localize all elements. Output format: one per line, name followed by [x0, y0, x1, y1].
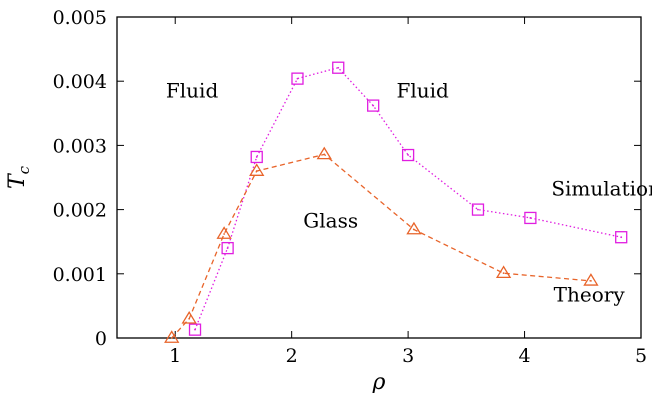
data-point-center: [323, 153, 326, 156]
x-tick-label: 5: [635, 345, 647, 367]
data-point-center: [296, 77, 299, 80]
data-point-center: [372, 104, 375, 107]
y-tick-label: 0.001: [53, 264, 107, 286]
data-point-square: [615, 231, 628, 244]
data-point-triangle: [216, 226, 232, 239]
data-point-square: [188, 323, 202, 336]
data-point-triangle: [181, 310, 197, 324]
y-axis-label-subscript: c: [15, 165, 33, 174]
y-tick-label: 0.004: [53, 71, 107, 93]
series-theory: [164, 146, 599, 343]
x-tick-label: 4: [519, 345, 531, 367]
x-tick-label: 2: [286, 345, 298, 367]
data-point-center: [194, 328, 196, 331]
data-point-center: [255, 156, 258, 158]
y-tick-label: 0.002: [53, 200, 107, 222]
y-tick-label: 0.005: [53, 7, 107, 29]
data-point-square: [401, 148, 415, 162]
data-point-center: [413, 228, 415, 231]
data-point-square: [221, 241, 234, 255]
region-label-fluid: Fluid: [396, 78, 449, 102]
data-point-center: [170, 337, 173, 339]
x-axis-label: ρ: [372, 370, 386, 393]
data-point-triangle: [583, 273, 599, 286]
data-point-square: [250, 150, 263, 164]
data-point-center: [223, 233, 226, 235]
data-point-square: [367, 99, 380, 112]
annotation-layer: Fluid Fluid Glass Simulation Theory: [166, 78, 652, 306]
data-point-square: [291, 72, 304, 85]
series-layer: [164, 61, 628, 343]
series-line: [194, 66, 622, 330]
y-axis-label: Tc: [5, 165, 33, 189]
data-point-center: [502, 272, 505, 275]
data-point-center: [337, 66, 340, 69]
data-point-center: [477, 208, 479, 211]
data-point-triangle: [249, 163, 265, 176]
data-point-triangle: [406, 221, 422, 235]
y-axis-label-main: T: [5, 172, 30, 189]
y-tick-label: 0.003: [53, 135, 107, 157]
axis-ticks: [117, 16, 642, 339]
data-point-square: [332, 61, 345, 74]
data-point-center: [620, 236, 623, 239]
plot-frame: [116, 16, 642, 339]
series-simulation: [188, 61, 628, 336]
data-point-triangle: [495, 265, 512, 279]
data-point-center: [188, 317, 191, 320]
series-label-simulation: Simulation: [551, 176, 652, 200]
data-point-center: [590, 279, 592, 282]
data-point-square: [524, 211, 537, 225]
data-point-center: [255, 170, 258, 172]
x-tick-label: 1: [169, 345, 181, 367]
x-tick-label: 3: [402, 345, 414, 367]
data-point-triangle: [164, 330, 180, 343]
data-point-square: [471, 203, 485, 216]
data-point-center: [226, 247, 229, 250]
axis-tick-labels: 1 2 3 4 5 0 0.001 0.002 0.003 0.004 0.005: [53, 7, 647, 367]
data-point-center: [529, 217, 532, 219]
data-point-triangle: [316, 146, 332, 160]
y-tick-label: 0: [95, 328, 107, 350]
series-line: [171, 153, 591, 339]
region-label-glass: Glass: [303, 209, 358, 233]
series-label-theory: Theory: [554, 282, 626, 306]
region-label-fluid: Fluid: [166, 78, 219, 102]
data-point-center: [407, 154, 410, 156]
